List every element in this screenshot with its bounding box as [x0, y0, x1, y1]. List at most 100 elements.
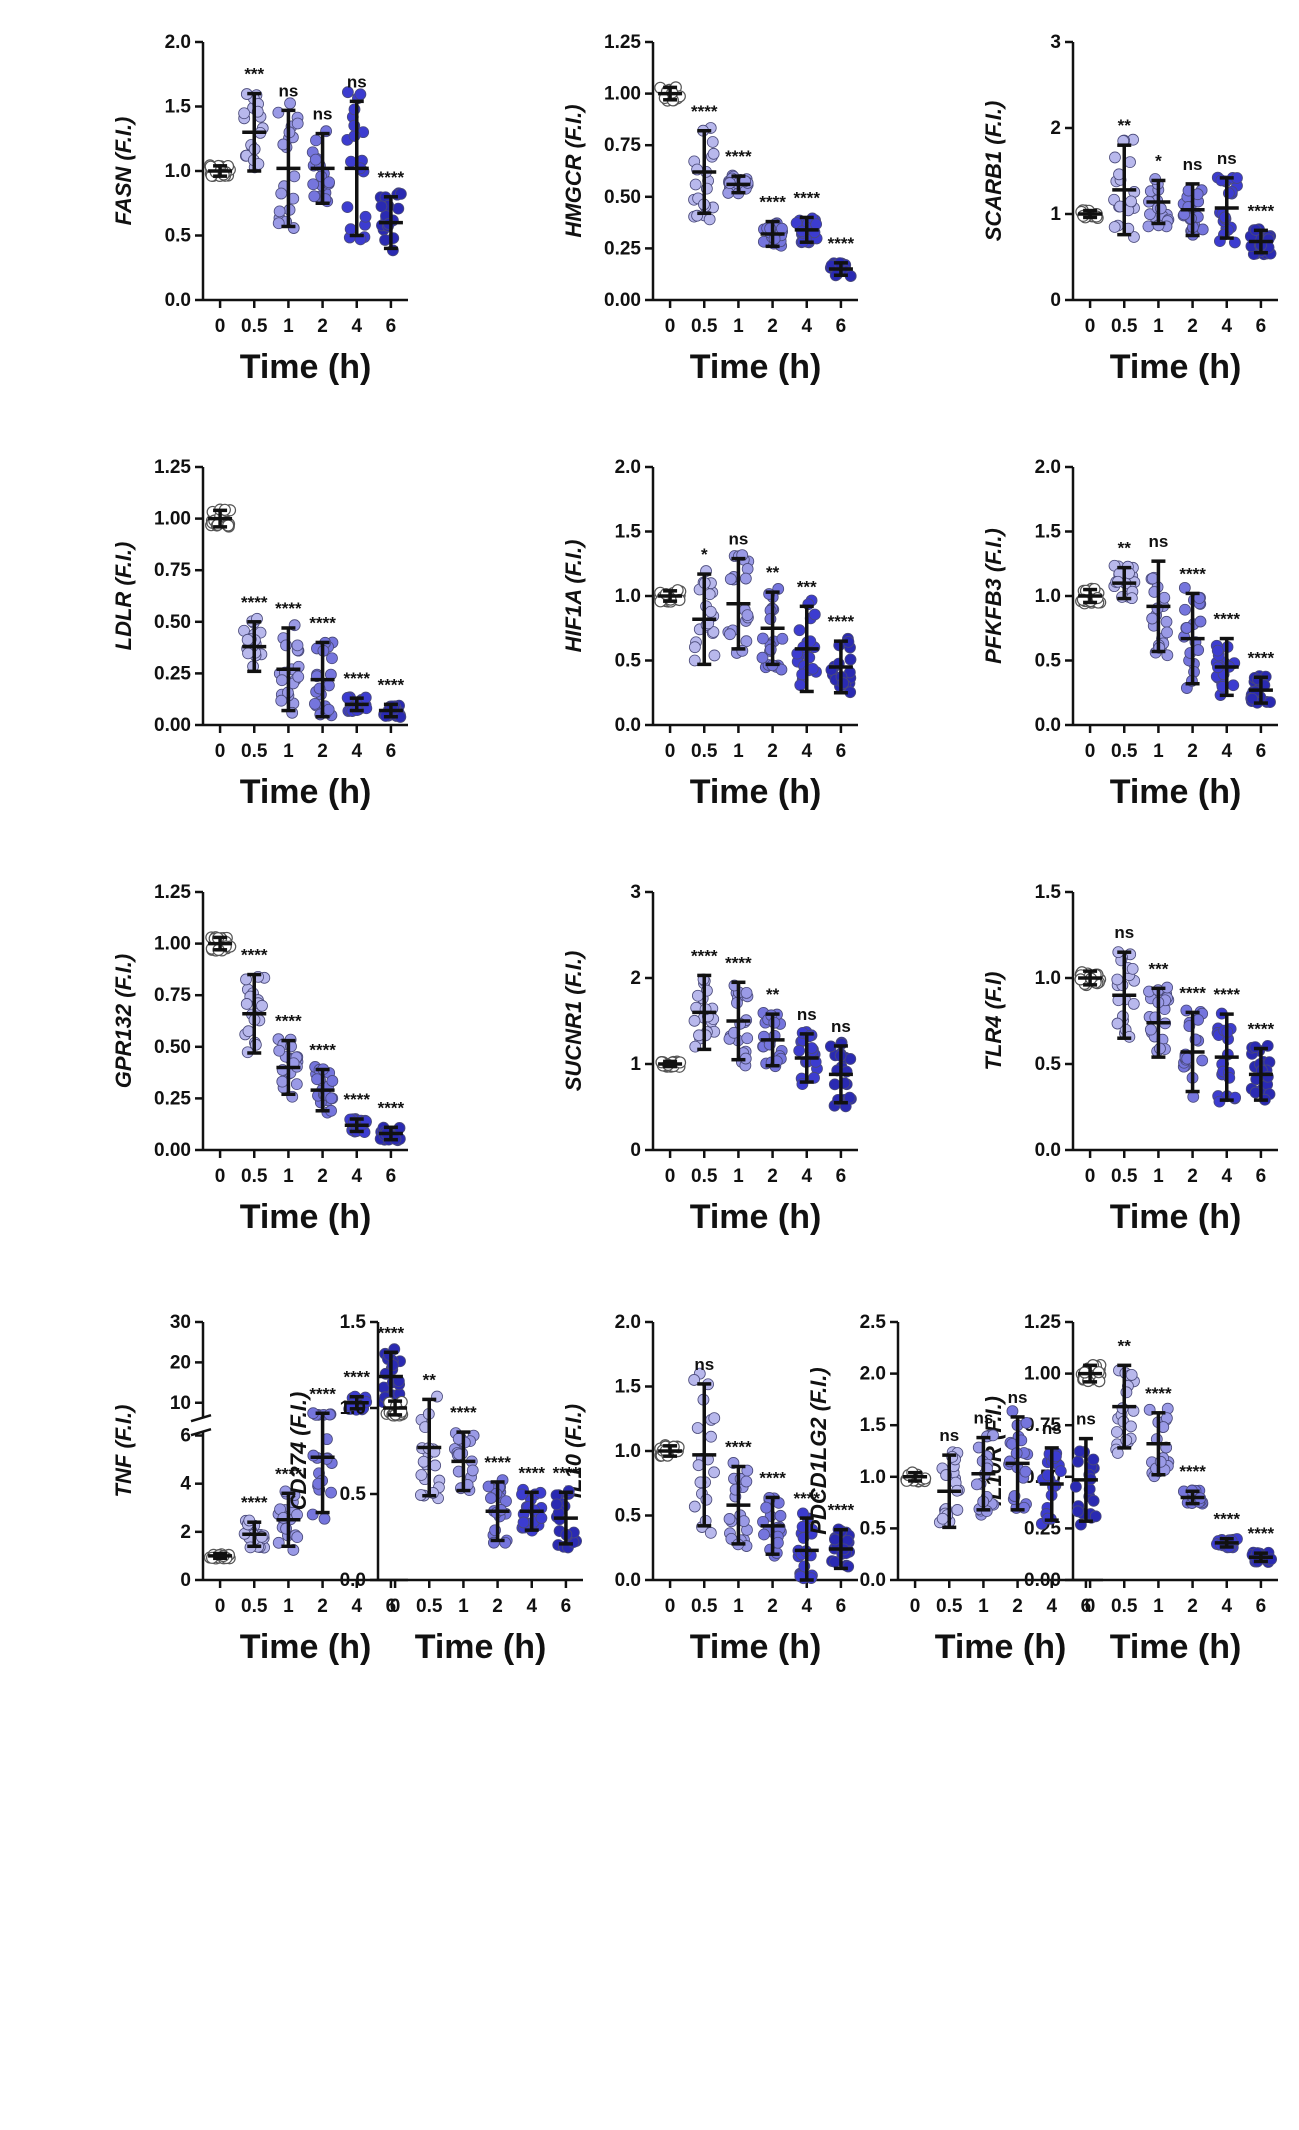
- x-tick-label: 6: [1256, 316, 1267, 337]
- x-axis-label: Time (h): [935, 1628, 1067, 1666]
- panel-hmgcr: 0.00 0.25 0.50 0.75 1.00 1.25 0 0.5 1 2 4 6 Time (h)…: [545, 20, 885, 425]
- data-point: [417, 1455, 430, 1468]
- x-tick-label: 1: [283, 1596, 294, 1617]
- data-point: [1073, 1445, 1086, 1458]
- data-point: [1089, 1510, 1102, 1523]
- data-point: [704, 1526, 717, 1539]
- data-point: [291, 639, 304, 652]
- data-point: [535, 1512, 548, 1524]
- significance-label: ****: [309, 613, 336, 632]
- significance-label: ****: [275, 599, 302, 618]
- x-tick-label: 0: [665, 1166, 676, 1187]
- data-point: [325, 1486, 337, 1499]
- significance-label: ****: [1248, 648, 1275, 667]
- x-tick-label: 4: [351, 1596, 362, 1617]
- significance-label: **: [1118, 1336, 1132, 1355]
- significance-label: **: [1118, 116, 1132, 135]
- y-tick-label: 0.5: [1035, 651, 1062, 672]
- data-point: [415, 1469, 428, 1481]
- y-tick-label: 0: [630, 1140, 641, 1161]
- x-tick-label: 0.5: [241, 316, 268, 337]
- x-tick-label: 4: [526, 1596, 537, 1617]
- significance-label: ****: [378, 168, 405, 187]
- x-tick-label: 4: [801, 1166, 812, 1187]
- x-tick-label: 2: [317, 741, 328, 762]
- chart-pdcd1lg2: 0.0 0.5 1.0 1.5 2.0 2.5 0 0.5 1 2 4 6 Time (h) PDCD1L…: [806, 1312, 1103, 1666]
- x-tick-label: 0: [910, 1596, 921, 1617]
- x-tick-label: 2: [767, 1596, 778, 1617]
- data-point: [516, 1488, 528, 1501]
- x-axis-label: Time (h): [415, 1628, 547, 1666]
- data-point: [275, 187, 288, 200]
- data-point: [704, 605, 717, 618]
- chart-gpr132: 0.00 0.25 0.50 0.75 1.00 1.25 0 0.5 1 2 4 6 Time (h)…: [111, 882, 408, 1236]
- y-tick-label: 1.25: [604, 32, 641, 53]
- data-point: [341, 201, 354, 214]
- x-tick-label: 6: [1256, 1596, 1267, 1617]
- x-tick-label: 1: [733, 741, 744, 762]
- significance-label: ****: [241, 593, 268, 612]
- data-point: [723, 1513, 736, 1525]
- data-point: [764, 643, 777, 656]
- significance-label: ns: [797, 1005, 817, 1024]
- y-tick-label: 2: [180, 1522, 191, 1543]
- x-tick-label: 0: [665, 316, 676, 337]
- x-axis-label: Time (h): [690, 1628, 822, 1666]
- data-point: [688, 1014, 701, 1027]
- data-point: [688, 1500, 701, 1513]
- data-point: [688, 1374, 701, 1386]
- significance-label: ****: [241, 1493, 268, 1512]
- y-label-gene: FASN: [111, 166, 136, 226]
- x-tick-label: 6: [836, 1166, 847, 1187]
- panel-pfkfb3: 0.0 0.5 1.0 1.5 2.0 0 0.5 1 2 4 6 Time (h) PFKFB3 (F…: [965, 445, 1299, 850]
- significance-label: ****: [378, 1323, 405, 1342]
- x-tick-label: 0.5: [1111, 1596, 1138, 1617]
- data-point: [322, 703, 335, 716]
- data-point: [1109, 151, 1121, 164]
- axis-break: [189, 1418, 213, 1433]
- data-point: [1125, 195, 1137, 208]
- y-tick-label: 0.0: [615, 1570, 641, 1591]
- x-tick-label: 0.5: [691, 741, 718, 762]
- y-axis-label: PDCD1LG2 (F.I.): [806, 1367, 831, 1534]
- data-point: [325, 1092, 338, 1105]
- y-label-suffix: (F.I.): [561, 540, 586, 590]
- x-tick-label: 4: [801, 741, 812, 762]
- y-axis-label: HIF1A (F.I.): [561, 540, 586, 653]
- data-point: [550, 1498, 563, 1511]
- significance-label: ****: [794, 188, 821, 207]
- significance-label: **: [766, 985, 780, 1004]
- y-tick-label: 1.0: [860, 1467, 886, 1488]
- significance-label: ns: [313, 105, 333, 124]
- x-tick-label: 1: [283, 741, 294, 762]
- x-tick-label: 4: [351, 316, 362, 337]
- y-label-suffix: (F.I): [981, 972, 1006, 1016]
- y-tick-label: 1.0: [615, 1441, 641, 1462]
- data-point: [793, 624, 806, 637]
- x-tick-label: 0: [1085, 316, 1096, 337]
- panel-gpr132: 0.00 0.25 0.50 0.75 1.00 1.25 0 0.5 1 2 4 6 Time (h)…: [95, 870, 435, 1275]
- data-point: [844, 653, 857, 666]
- data-point: [1127, 997, 1140, 1010]
- significance-label: ns: [278, 81, 298, 100]
- significance-label: ****: [275, 1464, 302, 1483]
- data-point: [970, 1478, 983, 1491]
- data-point: [517, 1516, 530, 1529]
- significance-label: ****: [1214, 610, 1241, 629]
- data-point: [1087, 1453, 1100, 1466]
- data-point: [828, 1078, 841, 1091]
- data-point: [810, 218, 823, 231]
- data-point: [703, 213, 716, 226]
- data-point: [242, 1025, 255, 1038]
- data-point: [1144, 1023, 1157, 1036]
- data-point: [740, 987, 753, 999]
- chart-ldlr: 0.00 0.25 0.50 0.75 1.00 1.25 0 0.5 1 2 4 6 Time (h)…: [111, 457, 408, 811]
- data-point: [1126, 962, 1139, 975]
- y-tick-label: 1: [630, 1054, 641, 1075]
- y-label-suffix: (F.I.): [806, 1367, 831, 1417]
- y-axis-label: TLR4 (F.I): [981, 972, 1006, 1071]
- y-axis-label: SCARB1 (F.I.): [981, 101, 1006, 242]
- data-point: [256, 999, 268, 1012]
